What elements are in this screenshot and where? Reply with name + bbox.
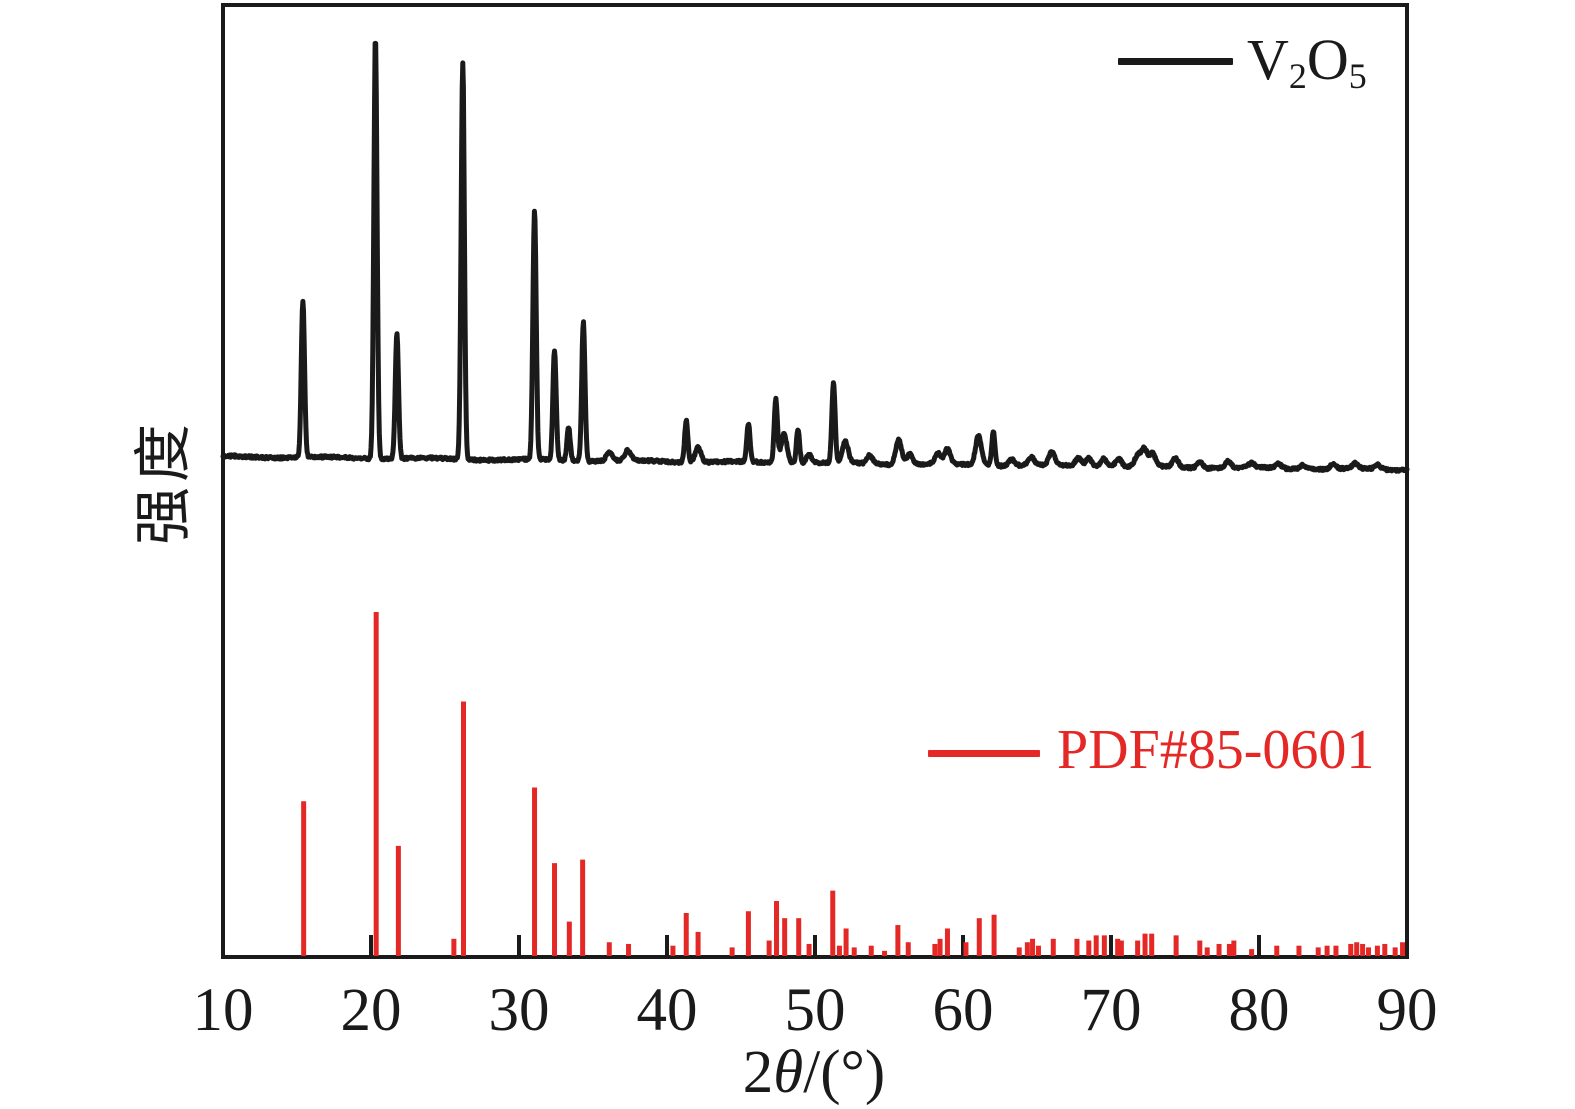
plot-border — [221, 3, 1409, 959]
x-axis-title: 2θ/(°) — [743, 1042, 885, 1103]
v2o5-trace — [220, 40, 1410, 474]
legend-v2o5-label: V2O5 — [1247, 31, 1367, 95]
y-axis-title: 强度 — [131, 419, 196, 546]
x-axis-title-unit: /(°) — [803, 1039, 886, 1106]
theta-symbol: θ — [773, 1039, 804, 1106]
legend-v2o5-element2: O — [1306, 27, 1349, 92]
legend-pdf-label: PDF#85-0601 — [1057, 719, 1375, 781]
legend-pdf-line-swatch — [928, 750, 1040, 757]
x-axis-title-coefficient: 2 — [742, 1039, 774, 1106]
legend-v2o5-element1: V — [1247, 27, 1289, 92]
legend-v2o5-subscript2: 5 — [1348, 55, 1367, 96]
legend-v2o5-subscript1: 2 — [1288, 55, 1307, 96]
legend-v2o5-line-swatch — [1118, 58, 1233, 65]
